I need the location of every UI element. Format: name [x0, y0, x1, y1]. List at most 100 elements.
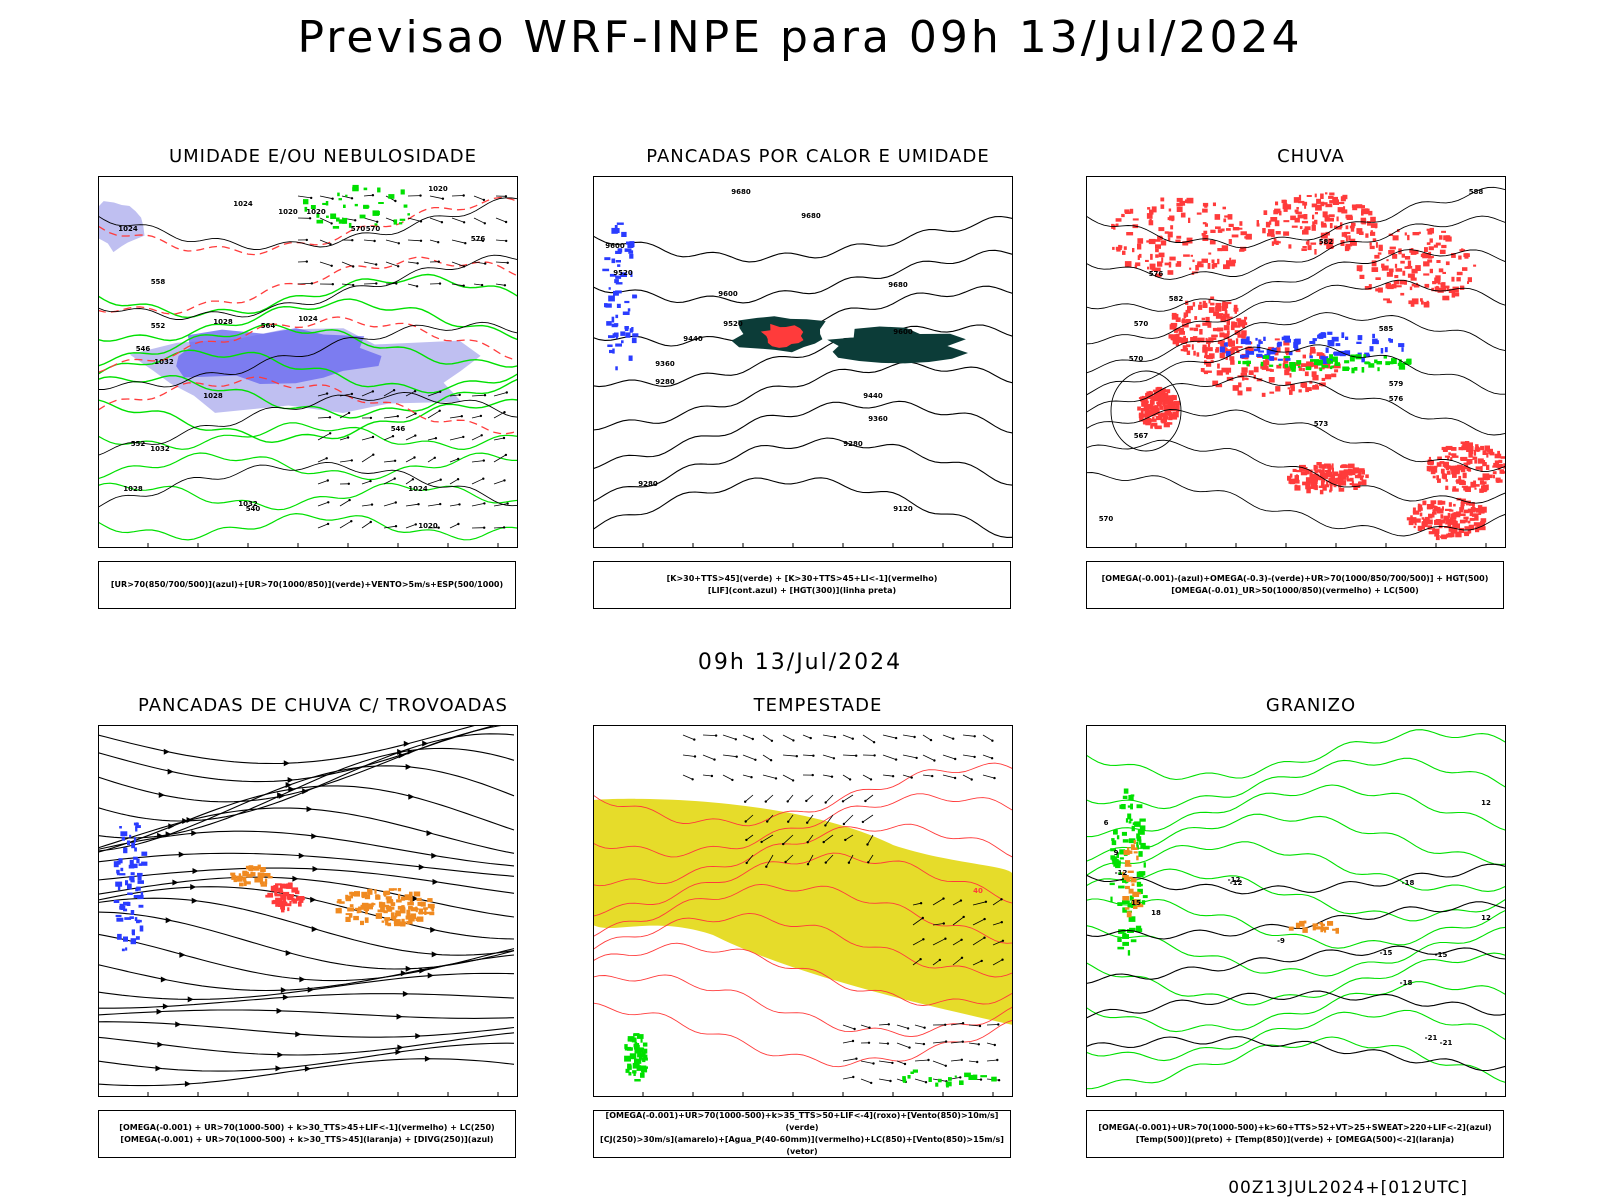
rain-red-speck: [1389, 268, 1394, 273]
rain-red-speck: [1328, 195, 1334, 199]
rain-red-speck: [1210, 229, 1216, 233]
lif-speck: [615, 282, 623, 285]
wind-vector: [361, 454, 374, 463]
wind-vector-head: [922, 938, 925, 941]
pressure-contour: [98, 197, 518, 250]
rain-red-speck: [1303, 214, 1308, 220]
rain-red-speck: [1344, 246, 1350, 252]
omega-orange-speck: [1132, 891, 1140, 897]
wind-vector: [902, 774, 912, 778]
wind-vector: [363, 283, 377, 285]
wind-vector: [896, 1042, 910, 1048]
wind-vector-head: [824, 824, 827, 827]
green-speck: [326, 215, 329, 218]
streamline-arrow: [165, 917, 172, 924]
wind-vector: [341, 283, 354, 286]
wind-vector: [842, 1040, 854, 1044]
thunder-orange-speck: [347, 907, 354, 912]
rain-red-speck: [1438, 268, 1444, 273]
contour-label: 564: [261, 322, 276, 330]
rain-red-speck: [1155, 273, 1162, 278]
rain-red-speck: [1451, 276, 1455, 282]
wind-vector: [319, 261, 332, 267]
wind-vector-head: [330, 222, 333, 225]
lif-speck: [632, 333, 639, 337]
rain-blue-speck: [1309, 341, 1316, 344]
thunder-orange-speck: [374, 889, 377, 894]
rain-red-speck: [1158, 390, 1165, 394]
rain-red-speck: [1124, 209, 1130, 213]
green-speck: [1110, 848, 1116, 852]
panel-title: UMIDADE E/OU NEBULOSIDADE: [168, 146, 478, 167]
rain-blue-speck: [1327, 331, 1333, 335]
streamline-arrow: [163, 748, 170, 755]
wind-vector-head: [795, 755, 798, 758]
green-speck: [1138, 851, 1143, 857]
rain-red-speck: [1295, 474, 1298, 478]
rain-red-speck: [1318, 464, 1326, 469]
thunder-orange-speck: [259, 881, 265, 885]
contour-label: 9520: [613, 269, 633, 277]
wind-vector-head: [1001, 958, 1004, 961]
rain-red-speck: [1411, 298, 1419, 305]
streamline-arrow: [418, 864, 425, 871]
rain-red-speck: [1359, 274, 1365, 279]
contour-label: 1028: [213, 318, 233, 326]
lc850-streamline: [593, 942, 1013, 1006]
wind-vector: [822, 734, 835, 738]
rain-red-speck: [1328, 477, 1336, 483]
streamline-arrow: [277, 792, 284, 799]
legend-box: [K>30+TTS>45](verde) + [K>30+TTS>45+LI<-…: [593, 561, 1011, 609]
rain-blue-speck: [1364, 352, 1370, 356]
rain-blue-speck: [1255, 337, 1258, 341]
thunder-orange-speck: [356, 909, 360, 914]
rain-red-speck: [1448, 502, 1452, 507]
rain-red-speck: [1302, 246, 1307, 248]
green-speck: [359, 214, 366, 219]
wind-vector-head: [942, 897, 945, 900]
rain-red-speck: [1356, 265, 1363, 272]
thunder-orange-speck: [364, 917, 369, 923]
rain-red-speck: [1412, 520, 1416, 524]
rain-red-speck: [1221, 245, 1229, 252]
divergence-speck: [133, 856, 138, 860]
wind-vector-head: [414, 523, 417, 526]
wind-vector: [745, 814, 754, 822]
wind-vector: [765, 794, 774, 802]
wind-vector: [782, 734, 794, 741]
temp850-contour: [1086, 757, 1506, 810]
rain-red-speck: [1381, 265, 1389, 271]
rain-red-speck: [1460, 441, 1467, 445]
contour-label: 1032: [154, 358, 174, 366]
wind-vector: [449, 415, 462, 419]
thunder-orange-speck: [264, 873, 268, 877]
rain-red-speck: [1322, 485, 1327, 491]
wind-vector-head: [953, 776, 957, 780]
rain-red-speck: [1445, 518, 1450, 525]
rain-red-speck: [1395, 285, 1402, 288]
rain-red-speck: [1500, 456, 1506, 459]
rain-red-speck: [1462, 267, 1468, 271]
rain-green-speck: [1404, 361, 1411, 365]
rain-red-speck: [1192, 336, 1198, 342]
rain-red-speck: [1253, 374, 1256, 380]
rain-red-speck: [1210, 355, 1213, 358]
rain-red-speck: [1434, 286, 1440, 292]
rain-red-speck: [1236, 318, 1242, 322]
streamline-arrow: [302, 788, 309, 795]
wind-vector-head: [391, 435, 395, 438]
omega-orange-speck: [1126, 911, 1132, 918]
green-speck: [399, 218, 406, 221]
rain-red-speck: [1206, 361, 1212, 367]
wind-vector: [807, 854, 814, 865]
green-speck: [1136, 836, 1142, 842]
rain-red-speck: [1152, 389, 1158, 392]
thunder-orange-speck: [406, 909, 411, 914]
streamline-arrow: [191, 897, 198, 904]
rain-red-speck: [1158, 227, 1165, 232]
contour-label: 570: [1099, 515, 1114, 523]
rain-red-speck: [1455, 511, 1461, 516]
thunder-orange-speck: [358, 906, 365, 910]
streamline: [98, 993, 515, 1009]
wind-vector: [878, 1078, 891, 1082]
